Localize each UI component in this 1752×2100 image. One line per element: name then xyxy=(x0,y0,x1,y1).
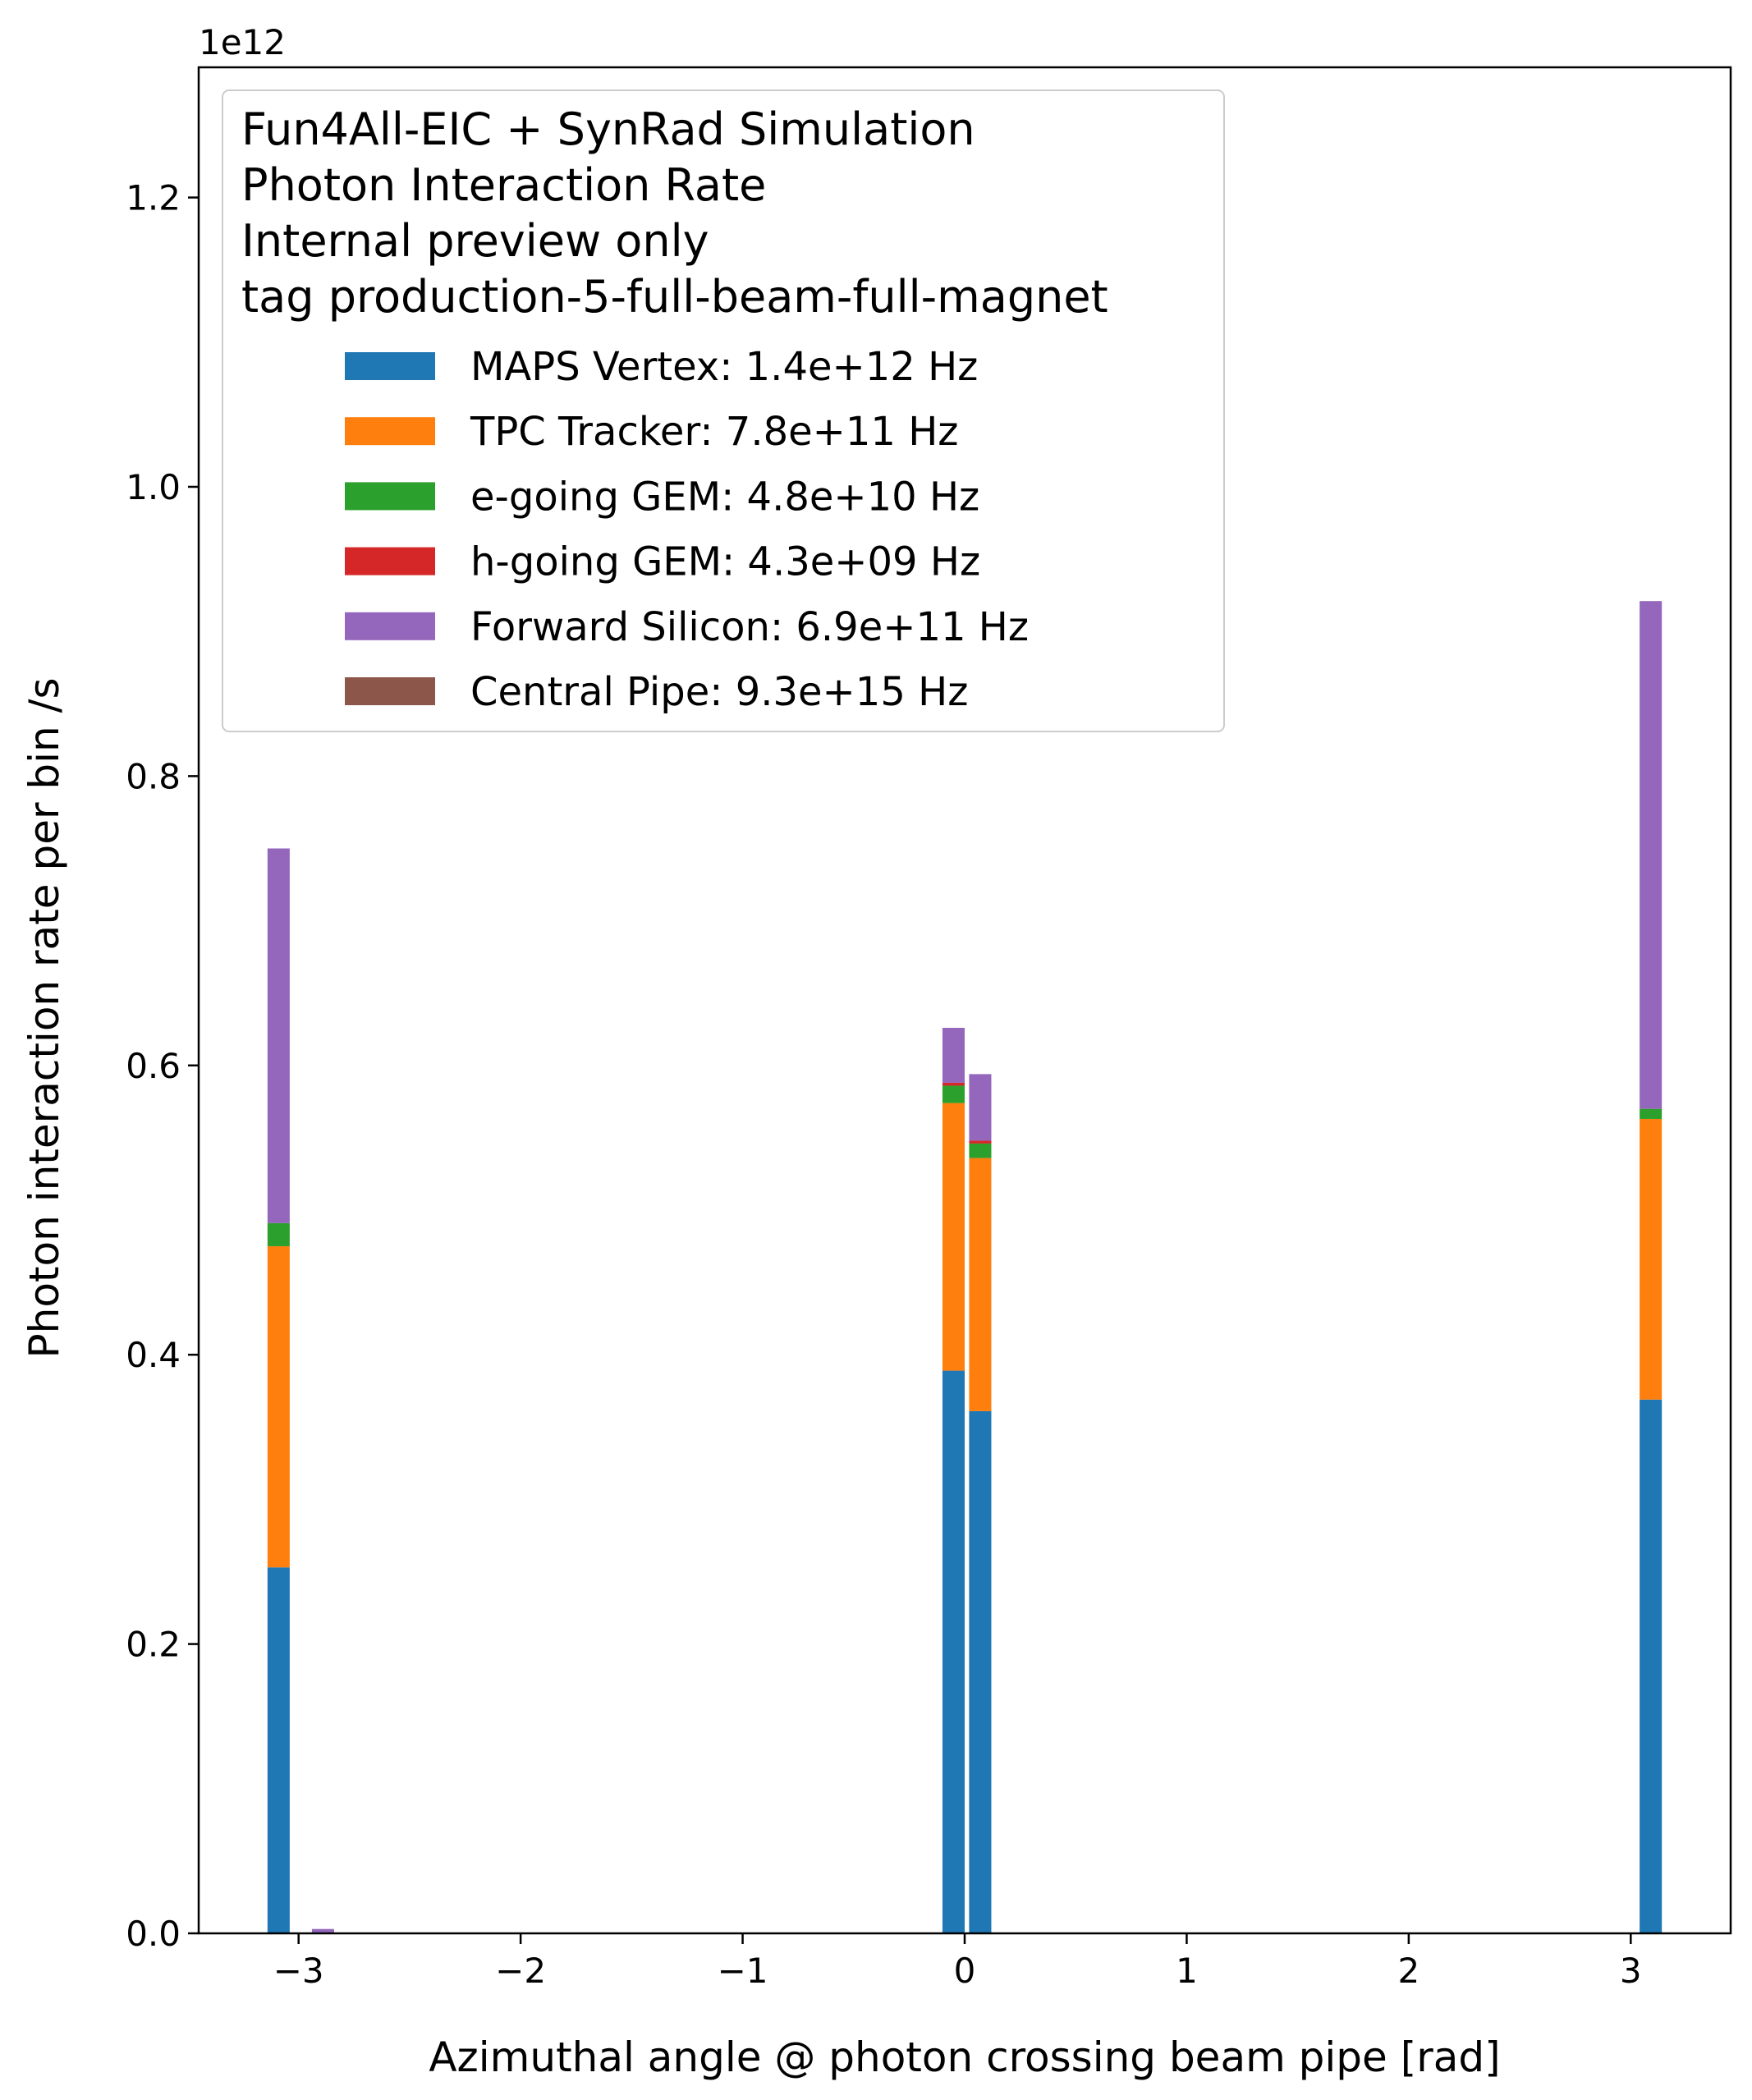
legend-title-line-1: Photon Interaction Rate xyxy=(241,159,766,211)
x-tick-label-3: 0 xyxy=(954,1951,976,1991)
bar-series-3-bin-2 xyxy=(942,1082,965,1086)
x-tick-label-5: 2 xyxy=(1398,1951,1420,1991)
x-tick-label-6: 3 xyxy=(1620,1951,1642,1991)
bar-series-4-bin-2 xyxy=(942,1027,965,1083)
bar-series-0-bin-3 xyxy=(969,1410,992,1933)
x-tick-label-2: −1 xyxy=(718,1951,768,1991)
legend-title-line-2: Internal preview only xyxy=(241,215,709,267)
legend-label-3: h-going GEM: 4.3e+09 Hz xyxy=(470,539,980,585)
y-tick-label-5: 1.0 xyxy=(126,467,181,507)
legend-entries: MAPS Vertex: 1.4e+12 Hz TPC Tracker: 7.8e… xyxy=(345,344,1029,715)
x-ticks: −3 −2 −1 0 1 2 3 xyxy=(273,1933,1642,1991)
y-tick-label-6: 1.2 xyxy=(126,178,181,218)
bar-series-2-bin-2 xyxy=(942,1085,965,1103)
legend-title-line-3: tag production-5-full-beam-full-magnet xyxy=(241,271,1108,323)
legend-label-1: TPC Tracker: 7.8e+11 Hz xyxy=(470,409,959,455)
bar-series-4-bin-3 xyxy=(969,1074,992,1141)
y-tick-label-1: 0.2 xyxy=(126,1625,181,1665)
legend-label-0: MAPS Vertex: 1.4e+12 Hz xyxy=(470,344,978,390)
x-tick-label-1: −2 xyxy=(495,1951,546,1991)
legend-title-line-0: Fun4All-EIC + SynRad Simulation xyxy=(241,103,975,155)
legend-label-5: Central Pipe: 9.3e+15 Hz xyxy=(470,669,968,715)
x-axis-label: Azimuthal angle @ photon crossing beam p… xyxy=(429,2034,1500,2081)
bar-series-4-bin-4 xyxy=(1640,601,1663,1109)
legend-swatch-4 xyxy=(345,612,435,640)
x-tick-label-0: −3 xyxy=(273,1951,324,1991)
bar-series-2-bin-3 xyxy=(969,1143,992,1158)
legend-swatch-3 xyxy=(345,547,435,575)
y-tick-label-2: 0.4 xyxy=(126,1335,181,1375)
bar-series-0-bin-0 xyxy=(267,1567,290,1933)
bar-series-4-bin-0 xyxy=(267,848,290,1223)
bar-series-1-bin-3 xyxy=(969,1158,992,1411)
bar-series-0-bin-4 xyxy=(1640,1399,1663,1933)
legend-swatch-5 xyxy=(345,677,435,705)
legend-box xyxy=(222,89,1225,732)
y-axis-multiplier: 1e12 xyxy=(199,22,286,62)
bar-series-1-bin-4 xyxy=(1640,1118,1663,1400)
y-ticks: 0.0 0.2 0.4 0.6 0.8 1.0 1.2 xyxy=(126,178,199,1954)
y-tick-label-0: 0.0 xyxy=(126,1914,181,1954)
legend-swatch-0 xyxy=(345,352,435,380)
bar-series-2-bin-4 xyxy=(1640,1108,1663,1119)
y-tick-label-3: 0.6 xyxy=(126,1046,181,1086)
y-tick-label-4: 0.8 xyxy=(126,756,181,796)
x-tick-label-4: 1 xyxy=(1176,1951,1198,1991)
bar-series-3-bin-3 xyxy=(969,1140,992,1144)
bar-series-2-bin-0 xyxy=(267,1222,290,1247)
bars-group xyxy=(267,601,1663,1933)
bar-series-1-bin-0 xyxy=(267,1246,290,1568)
legend-label-2: e-going GEM: 4.8e+10 Hz xyxy=(470,474,979,520)
bar-series-0-bin-2 xyxy=(942,1370,965,1933)
y-axis-label: Photon interaction rate per bin /s xyxy=(21,677,68,1358)
bar-series-4-bin-1 xyxy=(311,1928,334,1933)
bar-series-1-bin-2 xyxy=(942,1103,965,1371)
legend-swatch-1 xyxy=(345,417,435,446)
legend-swatch-2 xyxy=(345,482,435,511)
legend-label-4: Forward Silicon: 6.9e+11 Hz xyxy=(470,604,1029,650)
